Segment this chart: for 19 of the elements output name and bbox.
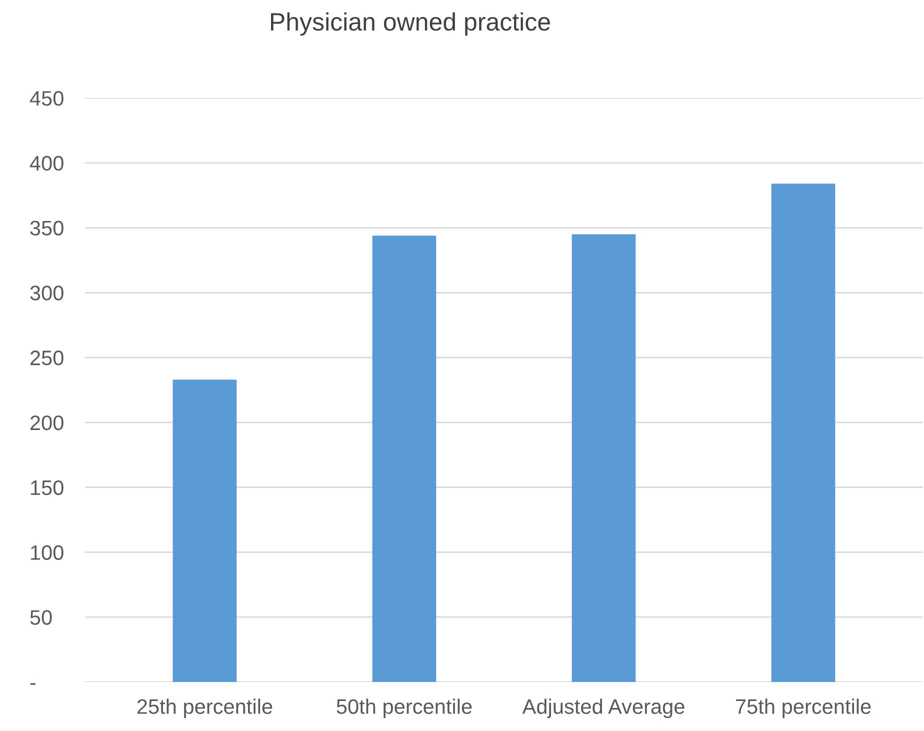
x-tick-label: 50th percentile [336,698,472,718]
y-tick-label: - [30,683,36,685]
bar [771,184,836,682]
y-tick-label: 250 [30,350,64,366]
y-tick-label: 300 [30,286,64,300]
bar [572,234,636,682]
y-tick-label: 100 [31,545,64,560]
y-tick-label: 50 [30,610,52,625]
y-tick-label: 450 [30,91,64,106]
bar [372,236,436,682]
y-tick-label: 350 [30,220,64,236]
x-tick-label: 25th percentile [137,698,272,718]
y-tick-label: 150 [31,480,64,496]
x-tick-label: 75th percentile [736,698,871,718]
chart-title: Physician owned practice [271,12,550,36]
y-tick-label: 400 [30,156,64,171]
y-tick-label: 200 [30,415,64,430]
x-tick-label: Adjusted Average [522,698,684,718]
bar [172,380,237,682]
